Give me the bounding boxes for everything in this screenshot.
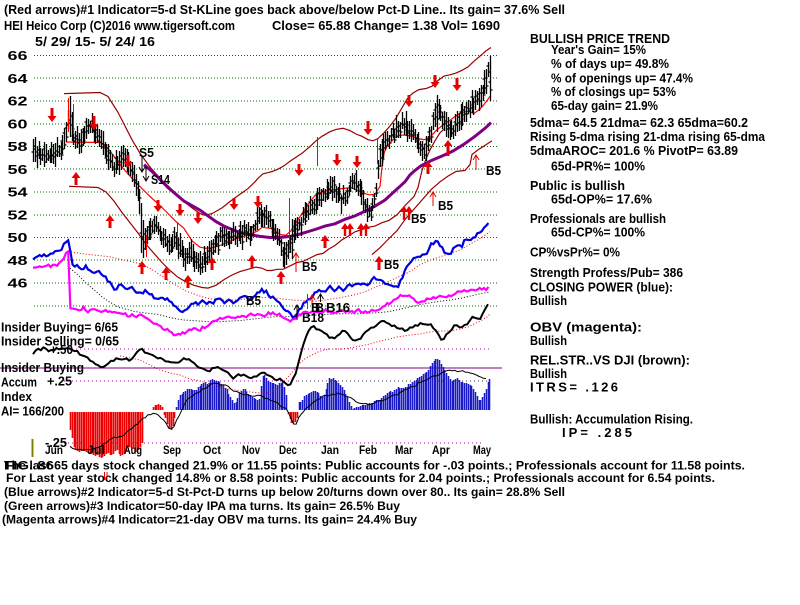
svg-text:B5: B5	[411, 211, 426, 226]
svg-text:B5: B5	[486, 163, 501, 178]
svg-text:+.25: +.25	[47, 374, 72, 389]
svg-text:B5: B5	[246, 293, 261, 308]
svg-text:Rising 5-dma rising 21-dma r: Rising 5-dma rising 21-dma rising 65-dma	[530, 129, 766, 144]
svg-text:46: 46	[8, 276, 28, 291]
svg-text:CLOSING POWER (blue):: CLOSING POWER (blue):	[530, 280, 673, 295]
svg-text:May: May	[473, 445, 491, 457]
svg-text:IP= .285: IP= .285	[562, 425, 632, 440]
svg-text:% of closings up= 53%: % of closings up= 53%	[551, 84, 676, 99]
svg-text:Year's Gain= 15%: Year's Gain= 15%	[551, 42, 646, 57]
svg-text:B16: B16	[326, 300, 350, 315]
svg-text:Insider Selling= 0/65: Insider Selling= 0/65	[1, 334, 119, 349]
svg-text:(Magenta arrows)#4 Indicator=2: (Magenta arrows)#4 Indicator=21-day OBV …	[2, 513, 417, 527]
svg-text:Bullish: Accumulation Rising.: Bullish: Accumulation Rising.	[530, 411, 693, 426]
svg-text:(Green arrows)#3 Indicator=50-: (Green arrows)#3 Indicator=50-day IPA ma…	[4, 499, 400, 513]
svg-text:(Red arrows)#1 Indicator=5-d S: (Red arrows)#1 Indicator=5-d St-KLine go…	[4, 2, 565, 17]
svg-text:Bullish: Bullish	[530, 333, 567, 348]
svg-text:BULLISH PRICE TREND: BULLISH PRICE TREND	[530, 31, 670, 46]
svg-text:5dmaAROC= 201.6 % PivotP= 63.: 5dmaAROC= 201.6 % PivotP= 63.89	[530, 143, 738, 158]
svg-text:Nov: Nov	[242, 445, 260, 457]
svg-text:56: 56	[8, 162, 28, 177]
svg-text:Professionals are bullish: Professionals are bullish	[530, 211, 666, 226]
svg-text:65d-CP%= 100%: 65d-CP%= 100%	[551, 224, 645, 239]
svg-text:B5: B5	[302, 259, 317, 274]
svg-text:Jun: Jun	[45, 445, 63, 457]
svg-text:62: 62	[8, 94, 28, 109]
svg-text:66: 66	[8, 48, 28, 63]
svg-text:B18: B18	[302, 310, 324, 325]
svg-text:% of days up= 49.8%: % of days up= 49.8%	[551, 56, 669, 71]
svg-text:% of openings up= 47.4%: % of openings up= 47.4%	[551, 70, 693, 85]
svg-text:CP%vsPr%= 0%: CP%vsPr%= 0%	[530, 245, 620, 260]
svg-text:The last 65 days stock changed: The last 65 days stock changed 21.9% or …	[4, 459, 745, 473]
svg-text:S14: S14	[151, 172, 171, 187]
svg-text:58: 58	[8, 139, 28, 154]
svg-text:Index: Index	[1, 389, 33, 404]
svg-text:Apr: Apr	[432, 445, 450, 457]
svg-text:Insider Buying: Insider Buying	[1, 360, 84, 375]
svg-text:54: 54	[8, 185, 29, 200]
svg-text:Aug: Aug	[124, 445, 142, 457]
svg-text:Bullish: Bullish	[530, 293, 567, 308]
svg-text:B: B	[315, 300, 324, 315]
svg-text:-.25: -.25	[45, 435, 67, 450]
svg-text:65-day gain= 21.9%: 65-day gain= 21.9%	[551, 98, 658, 113]
svg-text:Close= 65.88 Change= 1.38 V: Close= 65.88 Change= 1.38 Vol= 1690	[272, 18, 500, 33]
svg-text:5dma= 64.5 21dma= 62.3 65dma=6: 5dma= 64.5 21dma= 62.3 65dma=60.2	[530, 115, 748, 130]
svg-text:65d-PR%= 100%: 65d-PR%= 100%	[551, 159, 645, 174]
svg-text:B5: B5	[384, 257, 399, 272]
svg-text:Strength Profess/Pub= 386: Strength Profess/Pub= 386	[530, 265, 683, 280]
svg-text:B5: B5	[438, 198, 453, 213]
svg-text:Oct: Oct	[203, 445, 221, 457]
svg-text:Jan: Jan	[321, 445, 339, 457]
svg-text:For Last year stock changed 1: For Last year stock changed 14.8% or 8.5…	[6, 471, 715, 485]
svg-text:Sep: Sep	[163, 445, 181, 457]
svg-text:+.50: +.50	[50, 342, 73, 357]
svg-text:Accum: Accum	[1, 374, 37, 389]
svg-text:Feb: Feb	[359, 445, 377, 457]
svg-text:REL.STR..VS DJI (brown):: REL.STR..VS DJI (brown):	[530, 352, 690, 367]
svg-text:5/ 29/ 15- 5/ 24/ 16: 5/ 29/ 15- 5/ 24/ 16	[35, 34, 155, 49]
svg-text:48: 48	[8, 253, 28, 268]
svg-text:HEI Heico Corp (C)2016 www: HEI Heico Corp (C)2016 www.tigersoft.com	[4, 18, 235, 33]
svg-text:ITRS= .126: ITRS= .126	[530, 380, 618, 395]
svg-text:S5: S5	[139, 145, 154, 160]
svg-text:B: B	[311, 300, 320, 315]
svg-text:50: 50	[8, 230, 28, 245]
svg-text:Mar: Mar	[395, 445, 413, 457]
svg-text:52: 52	[8, 207, 28, 222]
svg-text:Dec: Dec	[279, 445, 298, 457]
svg-text:Insider Buying= 6/65: Insider Buying= 6/65	[1, 320, 118, 335]
svg-text:65d-OP%= 17.6%: 65d-OP%= 17.6%	[551, 192, 652, 207]
svg-text:60: 60	[8, 116, 28, 131]
svg-text:(Blue arrows)#2 Indicator=5-d: (Blue arrows)#2 Indicator=5-d St-Pct-D t…	[4, 485, 565, 499]
svg-text:AI= 166/200: AI= 166/200	[1, 404, 64, 419]
svg-text:FIG. 86: FIG. 86	[4, 459, 54, 473]
svg-text:Public is bullish: Public is bullish	[530, 178, 625, 193]
svg-text:64: 64	[8, 71, 29, 86]
svg-text:OBV (magenta):: OBV (magenta):	[530, 320, 642, 335]
svg-text:Jul: Jul	[87, 445, 105, 457]
svg-text:Bullish: Bullish	[530, 366, 567, 381]
